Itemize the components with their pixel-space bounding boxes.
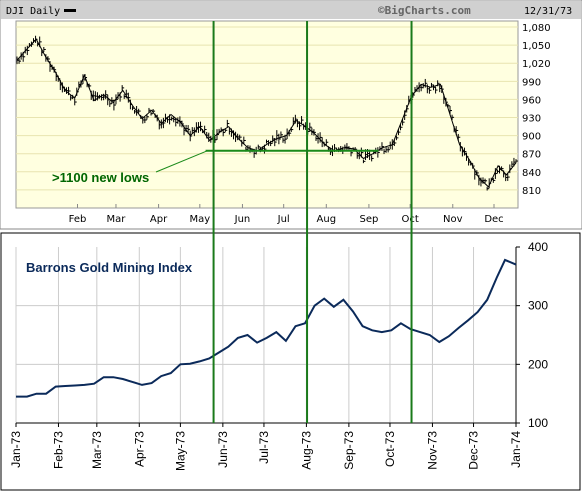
top-legend-label: DJI Daily	[6, 6, 60, 17]
top-plot-area	[15, 20, 519, 209]
top-x-tick-label: Oct	[402, 214, 419, 225]
top-y-tick-label: 1,020	[522, 59, 551, 70]
support-line-group	[155, 149, 379, 173]
top-y-tick-label: 960	[522, 95, 541, 106]
bottom-x-tick-label: Jun-73	[216, 431, 230, 468]
bottom-x-tick-label: Jul-73	[257, 431, 271, 464]
top-x-axis: Feb Mar Apr May Jun Jul Aug Sep Oct Nov Dec	[69, 204, 504, 225]
top-header-bar	[1, 1, 581, 19]
top-x-tick-label: May	[189, 214, 210, 225]
top-y-tick-label: 1,080	[522, 23, 551, 34]
top-x-tick-label: Apr	[150, 214, 168, 225]
bottom-x-tick-label: Feb-73	[51, 431, 65, 469]
top-x-tick-label: Feb	[69, 214, 87, 225]
top-x-tick-label: Mar	[107, 214, 127, 225]
brand-label: ©BigCharts.com	[378, 4, 471, 17]
gold-index-series	[16, 258, 517, 398]
top-y-tick-label: 1,050	[522, 41, 551, 52]
top-x-tick-label: Aug	[317, 214, 337, 225]
bottom-x-tick-label: Apr-73	[132, 431, 146, 467]
top-x-tick-label: Jul	[277, 214, 290, 225]
bottom-x-tick-label: Jan-74	[509, 431, 523, 468]
top-y-tick-label: 900	[522, 132, 541, 143]
bottom-y-tick-label: 400	[528, 240, 548, 254]
top-y-tick-label: 870	[522, 150, 541, 161]
top-y-tick-label: 990	[522, 77, 541, 88]
top-x-tick-label: Nov	[443, 214, 463, 225]
top-x-tick-label: Jun	[234, 214, 251, 225]
bottom-y-tick-label: 200	[528, 357, 548, 371]
bottom-y-tick-label: 100	[528, 416, 548, 430]
gold-index-line	[16, 258, 517, 398]
bottom-x-tick-label: Aug-73	[299, 431, 313, 470]
vertical-markers	[212, 21, 413, 423]
top-y-axis: 810 840 870 900 930 960 990 1,020 1,050 1,080	[522, 23, 551, 197]
top-y-tick-label: 930	[522, 114, 541, 125]
bottom-chart-title: Barrons Gold Mining Index	[26, 260, 193, 275]
bottom-y-tick-label: 300	[528, 299, 548, 313]
bottom-x-tick-label: Mar-73	[90, 431, 104, 469]
top-x-tick-label: Dec	[484, 214, 503, 225]
bottom-x-tick-label: Dec-73	[467, 431, 481, 470]
bottom-x-tick-label: May-73	[173, 431, 187, 471]
annotation-label: >1100 new lows	[52, 170, 149, 185]
bottom-x-axis: Jan-73 Feb-73 Mar-73 Apr-73 May-73 Jun-73 Jul-…	[9, 423, 523, 471]
bottom-x-tick-label: Oct-73	[383, 431, 397, 467]
top-y-tick-label: 810	[522, 186, 541, 197]
top-x-tick-label: Sep	[359, 214, 378, 225]
dji-series-line	[16, 38, 517, 188]
annotation-pointer	[155, 150, 208, 173]
top-y-tick-label: 840	[522, 168, 541, 179]
top-date-label: 12/31/73	[524, 6, 572, 17]
bottom-panel-frame	[0, 232, 581, 491]
top-price-bars	[16, 35, 518, 191]
bottom-x-tick-label: Jan-73	[9, 431, 23, 468]
bottom-grid	[15, 247, 517, 423]
top-grid	[16, 26, 518, 191]
bottom-x-tick-label: Sep-73	[342, 431, 356, 470]
bottom-x-tick-label: Nov-73	[425, 431, 439, 470]
legend-swatch	[64, 9, 76, 12]
